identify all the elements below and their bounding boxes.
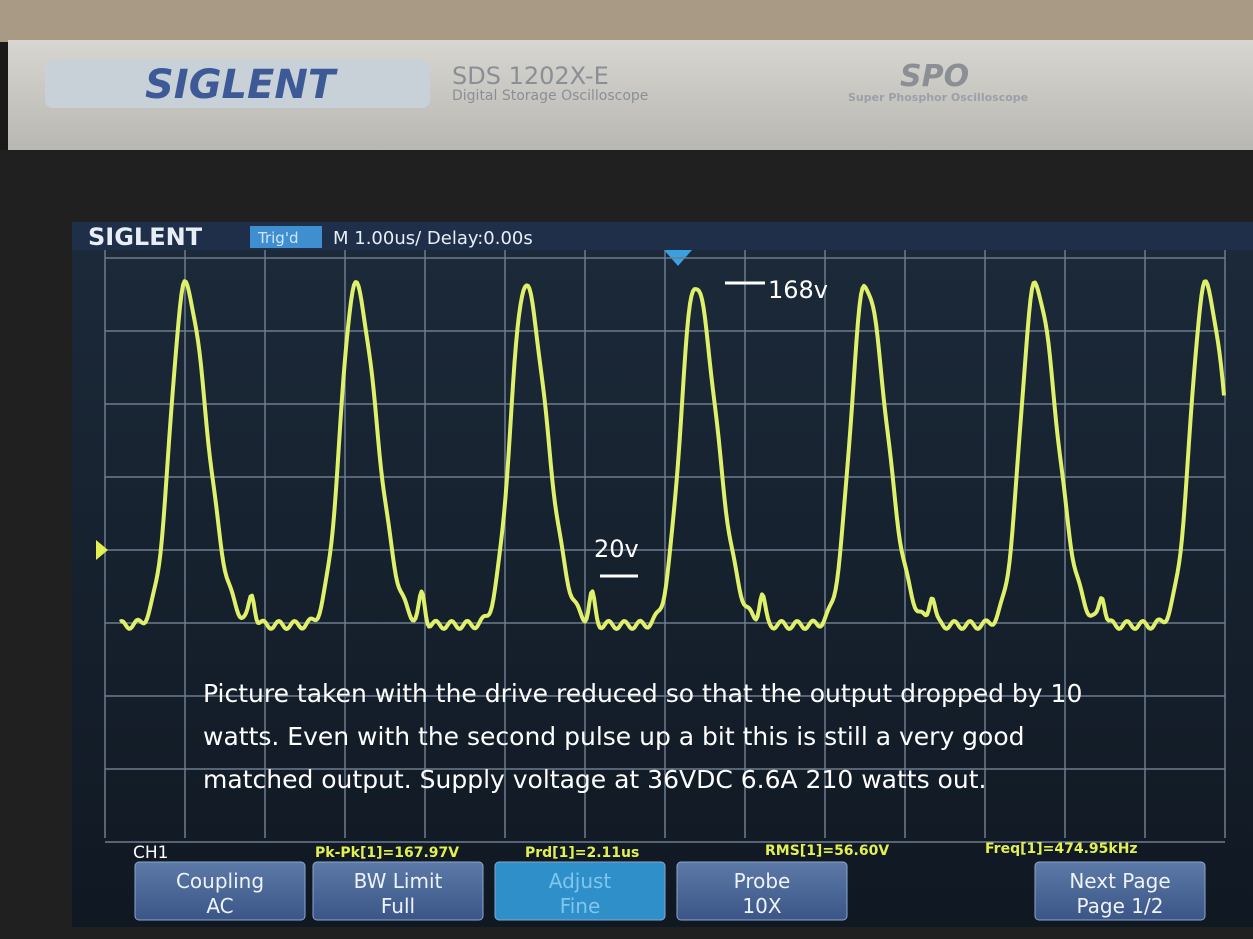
softkey-value: AC: [206, 894, 233, 918]
peak-label: 168v: [768, 276, 828, 304]
softkey-label: Coupling: [176, 869, 264, 893]
softkey-value: 10X: [742, 894, 781, 918]
measurement: RMS[1]=56.60V: [765, 843, 889, 859]
softkey-label: Adjust: [549, 869, 612, 893]
caption-line: matched output. Supply voltage at 36VDC …: [203, 765, 986, 794]
softkey-value: Fine: [560, 894, 601, 918]
spo-logo: SPO: [900, 59, 969, 94]
softkey-label: BW Limit: [354, 869, 443, 893]
softkey-value: Page 1/2: [1077, 894, 1164, 918]
brand-logo: SIGLENT: [145, 62, 338, 108]
caption-line: watts. Even with the second pulse up a b…: [203, 722, 1025, 751]
model: SDS 1202X-E: [452, 62, 609, 90]
screen-brand: SIGLENT: [88, 223, 203, 251]
measurement: Pk-Pk[1]=167.97V: [315, 845, 459, 861]
caption-line: Picture taken with the drive reduced so …: [203, 679, 1082, 708]
measurement: Freq[1]=474.95kHz: [985, 841, 1138, 857]
softkey-label: Probe: [734, 869, 791, 893]
measurement: Prd[1]=2.11us: [525, 845, 639, 861]
header-bar: [72, 222, 1253, 250]
softkey-value: Full: [381, 894, 415, 918]
model-subtitle: Digital Storage Oscilloscope: [452, 88, 648, 104]
channel-label: CH1: [133, 843, 168, 863]
spo-subtitle: Super Phosphor Oscilloscope: [848, 91, 1028, 104]
wall: [0, 0, 1253, 42]
photo: SIGLENT SDS 1202X-E Digital Storage Osci…: [0, 0, 1253, 939]
base-label: 20v: [594, 535, 639, 563]
timebase: M 1.00us/ Delay:0.00s: [333, 228, 533, 249]
trigger-status: Trig'd: [257, 229, 298, 247]
softkey-label: Next Page: [1069, 869, 1170, 893]
